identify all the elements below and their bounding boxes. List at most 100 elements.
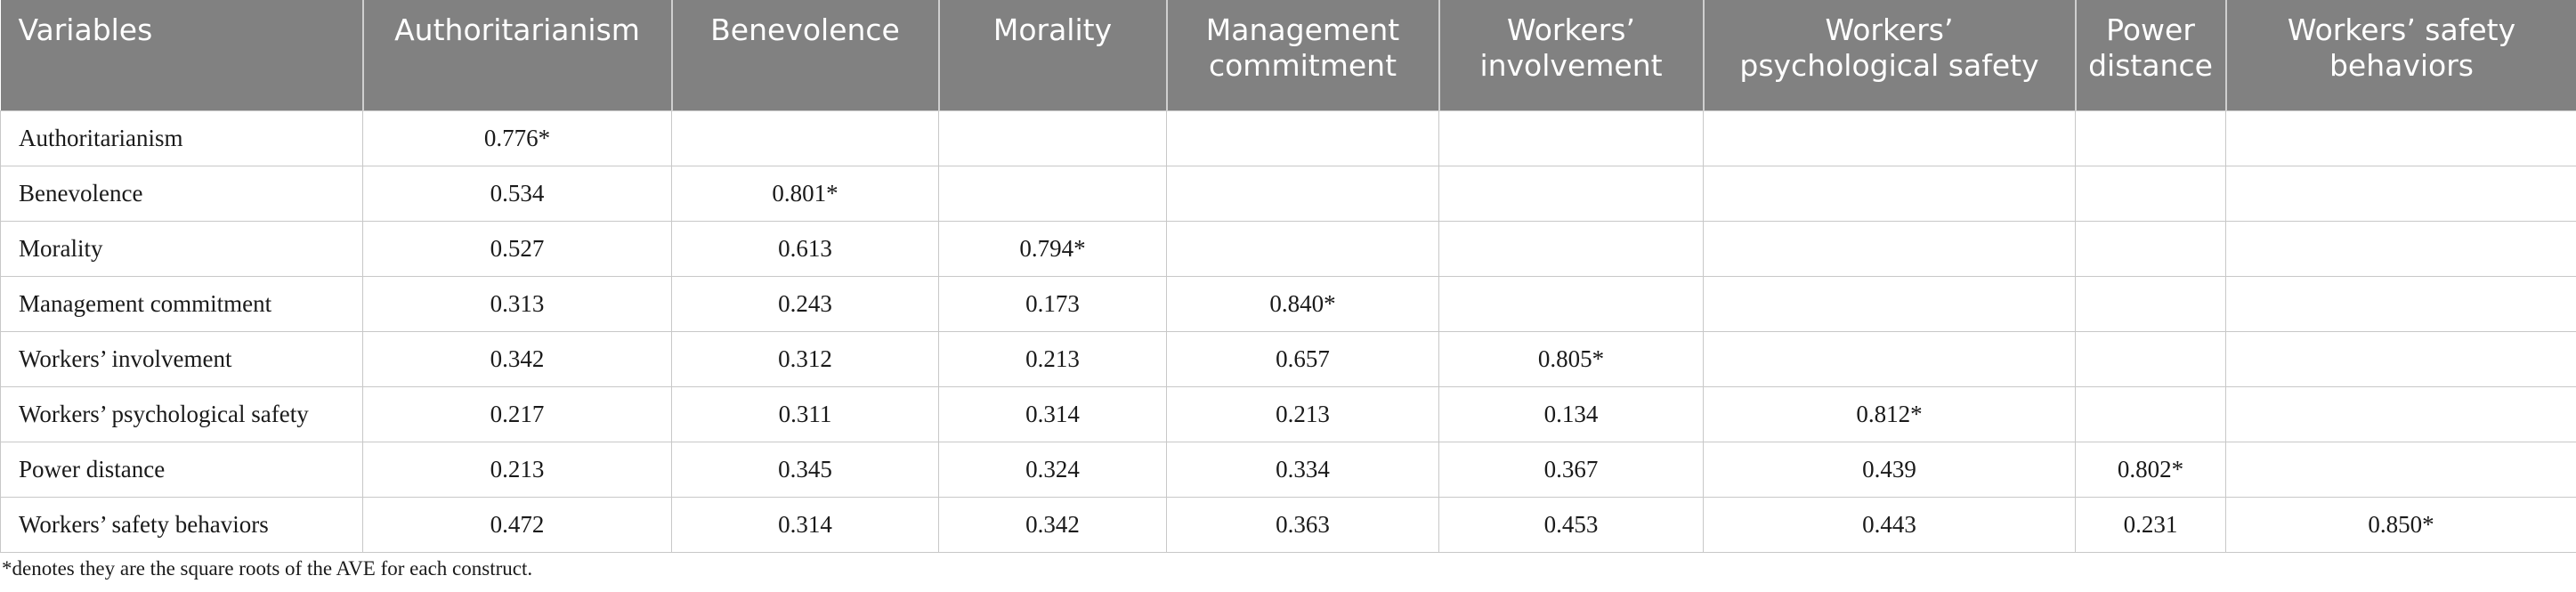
table-cell: 0.802*: [2075, 441, 2226, 498]
table-cell: 0.840*: [1166, 275, 1439, 332]
table-cell: 0.345: [671, 441, 939, 498]
header-power-distance: Power distance: [2075, 0, 2227, 110]
table-cell: [2225, 275, 2576, 332]
table-row: Workers’ psychological safety 0.217 0.31…: [0, 385, 2576, 442]
header-line: behaviors: [2329, 48, 2475, 83]
row-label: Morality: [0, 220, 363, 277]
table-cell: 0.776*: [362, 109, 672, 166]
table-row: Power distance 0.213 0.345 0.324 0.334 0…: [0, 441, 2576, 498]
table-cell: [2225, 220, 2576, 277]
table-cell: 0.443: [1703, 496, 2076, 553]
table-row: Workers’ involvement 0.342 0.312 0.213 0…: [0, 330, 2576, 387]
table-cell: [1703, 109, 2076, 166]
table-cell: [1438, 109, 1704, 166]
table-cell: [1166, 165, 1439, 222]
row-label: Workers’ involvement: [0, 330, 363, 387]
header-workers-involvement: Workers’ involvement: [1438, 0, 1705, 110]
header-line: Authoritarianism: [394, 12, 640, 47]
table-cell: [1166, 220, 1439, 277]
table-cell: [1703, 165, 2076, 222]
table-cell: 0.613: [671, 220, 939, 277]
table-cell: 0.213: [362, 441, 672, 498]
header-line: commitment: [1208, 48, 1397, 83]
table-cell: [1438, 165, 1704, 222]
header-variables: Variables: [0, 0, 364, 110]
header-line: psychological safety: [1739, 48, 2039, 83]
table-cell: 0.213: [1166, 385, 1439, 442]
table-cell: [2225, 385, 2576, 442]
header-line: Power: [2106, 12, 2195, 47]
table-cell: 0.472: [362, 496, 672, 553]
table-cell: [2225, 330, 2576, 387]
table-cell: 0.453: [1438, 496, 1704, 553]
header-workers-safety-behaviors: Workers’ safety behaviors: [2225, 0, 2576, 110]
header-line: Management: [1205, 12, 1400, 47]
header-line: Benevolence: [710, 12, 900, 47]
table-cell: 0.134: [1438, 385, 1704, 442]
row-label: Workers’ safety behaviors: [0, 496, 363, 553]
table-row: Authoritarianism 0.776*: [0, 109, 2576, 166]
table-cell: 0.657: [1166, 330, 1439, 387]
header-line: distance: [2088, 48, 2213, 83]
table-cell: 0.812*: [1703, 385, 2076, 442]
header-line: Workers’ safety: [2287, 12, 2516, 47]
table-cell: [938, 165, 1167, 222]
table-cell: 0.534: [362, 165, 672, 222]
table-cell: [1438, 275, 1704, 332]
table-cell: [2225, 165, 2576, 222]
header-morality: Morality: [938, 0, 1168, 110]
table-cell: [2075, 109, 2226, 166]
table-cell: 0.173: [938, 275, 1167, 332]
table-cell: [2075, 330, 2226, 387]
table-cell: 0.217: [362, 385, 672, 442]
table-cell: [2225, 441, 2576, 498]
table-cell: 0.342: [938, 496, 1167, 553]
table-body: Authoritarianism 0.776* Benevolence 0.53…: [0, 109, 2576, 553]
header-line: Workers’: [1507, 12, 1635, 47]
discriminant-validity-table: Variables Authoritarianism Benevolence M…: [0, 0, 2576, 553]
table-cell: [938, 109, 1167, 166]
table-cell: [1438, 220, 1704, 277]
table-cell: [2075, 220, 2226, 277]
table-cell: [2075, 165, 2226, 222]
table-cell: [1703, 330, 2076, 387]
table-cell: 0.243: [671, 275, 939, 332]
table-cell: 0.314: [938, 385, 1167, 442]
table-cell: 0.794*: [938, 220, 1167, 277]
table-cell: 0.801*: [671, 165, 939, 222]
table-footnote: *denotes they are the square roots of th…: [2, 557, 533, 580]
table-cell: 0.805*: [1438, 330, 1704, 387]
table-cell: [2225, 109, 2576, 166]
row-label: Benevolence: [0, 165, 363, 222]
table-cell: 0.367: [1438, 441, 1704, 498]
row-label: Workers’ psychological safety: [0, 385, 363, 442]
table-cell: 0.363: [1166, 496, 1439, 553]
table-row: Benevolence 0.534 0.801*: [0, 165, 2576, 222]
table-cell: 0.527: [362, 220, 672, 277]
table-cell: 0.324: [938, 441, 1167, 498]
table-cell: 0.231: [2075, 496, 2226, 553]
table-cell: [671, 109, 939, 166]
table-cell: [2075, 385, 2226, 442]
table-cell: 0.313: [362, 275, 672, 332]
header-row: Variables Authoritarianism Benevolence M…: [0, 0, 2576, 110]
table-cell: [2075, 275, 2226, 332]
table-cell: 0.311: [671, 385, 939, 442]
table-cell: 0.342: [362, 330, 672, 387]
table-cell: 0.312: [671, 330, 939, 387]
row-label: Power distance: [0, 441, 363, 498]
header-authoritarianism: Authoritarianism: [362, 0, 673, 110]
table-cell: [1703, 220, 2076, 277]
row-label: Management commitment: [0, 275, 363, 332]
table-cell: 0.213: [938, 330, 1167, 387]
table-cell: [1703, 275, 2076, 332]
row-label: Authoritarianism: [0, 109, 363, 166]
header-line: involvement: [1479, 48, 1663, 83]
table-row: Morality 0.527 0.613 0.794*: [0, 220, 2576, 277]
table-row: Management commitment 0.313 0.243 0.173 …: [0, 275, 2576, 332]
table-cell: 0.334: [1166, 441, 1439, 498]
table-cell: 0.314: [671, 496, 939, 553]
correlation-table-container: Variables Authoritarianism Benevolence M…: [0, 0, 2576, 553]
header-workers-psychological-safety: Workers’ psychological safety: [1703, 0, 2077, 110]
header-line: Workers’: [1825, 12, 1954, 47]
